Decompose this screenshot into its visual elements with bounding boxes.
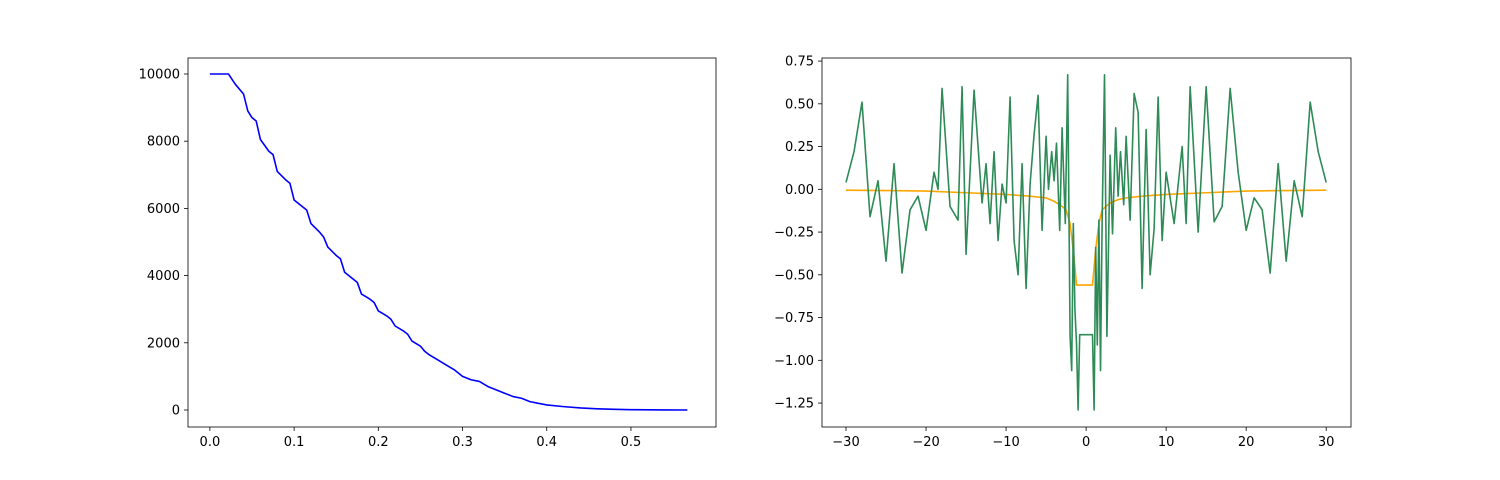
series-line <box>846 189 1327 286</box>
y-tick-label: 10000 <box>139 67 180 82</box>
axes-frame <box>821 57 1352 428</box>
y-tick-label: 2000 <box>147 336 180 351</box>
y-tick-label: 0.50 <box>785 97 814 112</box>
y-tick-label: 0 <box>172 403 180 418</box>
y-tick-label: 4000 <box>147 269 180 284</box>
y-tick-label: −1.00 <box>774 354 814 369</box>
x-tick-label: 20 <box>1238 435 1255 450</box>
y-tick-label: −0.25 <box>774 226 814 241</box>
x-tick-label: 0.1 <box>284 435 305 450</box>
y-tick-label: 6000 <box>147 202 180 217</box>
x-tick-label: −10 <box>992 435 1019 450</box>
axes-frame <box>187 57 717 428</box>
x-tick-label: −30 <box>832 435 859 450</box>
y-tick-label: −0.50 <box>774 268 814 283</box>
y-tick-label: −1.25 <box>774 397 814 412</box>
x-tick-label: 0.3 <box>452 435 473 450</box>
x-tick-label: 0 <box>1082 435 1090 450</box>
x-tick-label: 0.4 <box>536 435 557 450</box>
y-tick-label: −0.75 <box>774 311 814 326</box>
x-tick-label: −20 <box>912 435 939 450</box>
y-tick-label: 0.75 <box>785 55 814 70</box>
x-tick-label: 10 <box>1158 435 1175 450</box>
series-line <box>209 73 688 411</box>
series-line <box>845 73 1327 411</box>
x-tick-label: 0.2 <box>368 435 389 450</box>
y-tick-label: 0.00 <box>785 183 814 198</box>
x-tick-label: 30 <box>1318 435 1335 450</box>
y-tick-label: 8000 <box>147 135 180 150</box>
x-tick-label: 0.5 <box>621 435 642 450</box>
y-tick-label: 0.25 <box>785 140 814 155</box>
x-tick-label: 0.0 <box>200 435 221 450</box>
